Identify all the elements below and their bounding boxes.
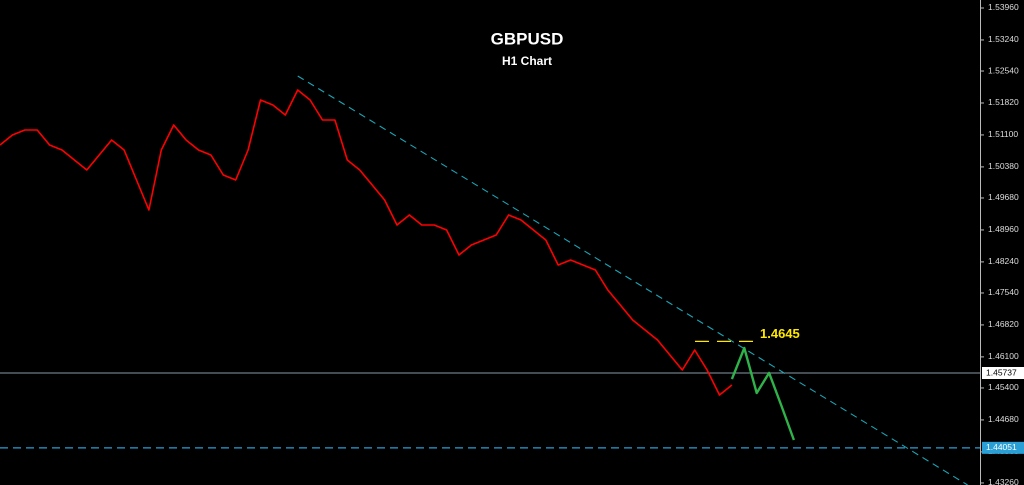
y-tick-label: 1.48240 (988, 256, 1019, 266)
current-price-box (982, 367, 1024, 380)
y-tick-label: 1.44680 (988, 414, 1019, 424)
y-tick-label: 1.45400 (988, 382, 1019, 392)
support-box (982, 441, 1024, 454)
y-tick-label: 1.46100 (988, 351, 1019, 361)
y-tick-label: 1.48960 (988, 224, 1019, 234)
y-tick-label: 1.51100 (988, 129, 1018, 139)
y-tick-label: 1.50380 (988, 161, 1019, 171)
y-tick-label: 1.49680 (988, 192, 1019, 202)
y-tick-label: 1.53960 (988, 2, 1019, 12)
price-line (730, 346, 796, 441)
current-price-label: 1.45737 (986, 367, 1017, 377)
support-label: 1.44051 (986, 442, 1017, 452)
chart-title: GBPUSD (491, 29, 564, 48)
target-label: 1.4645 (760, 326, 800, 341)
y-tick-label: 1.46820 (988, 319, 1019, 329)
y-tick-label: 1.47540 (988, 287, 1019, 297)
y-tick-label: 1.43260 (988, 477, 1019, 485)
y-tick-label: 1.52540 (988, 65, 1019, 75)
y-tick-label: 1.51820 (988, 97, 1019, 107)
price-line (0, 89, 733, 396)
chart-subtitle: H1 Chart (502, 54, 552, 68)
y-tick-label: 1.53240 (988, 34, 1019, 44)
trendline (297, 75, 968, 485)
